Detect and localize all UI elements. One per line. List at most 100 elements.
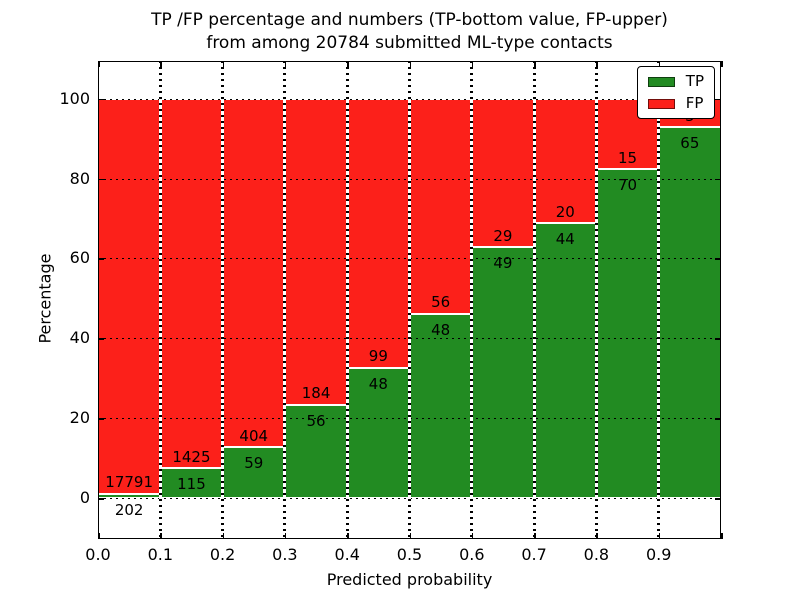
bar-fp-segment [284, 98, 348, 405]
x-tick-mark [658, 533, 661, 539]
tp-count-label: 56 [306, 411, 326, 430]
y-tick-label: 20 [69, 408, 90, 428]
vertical-gridline [221, 61, 225, 539]
y-tick-mark [98, 418, 104, 420]
legend: TP FP [636, 66, 715, 119]
x-tick-mark [721, 533, 723, 539]
x-tick-mark [98, 533, 100, 539]
bar-fp-segment [98, 98, 161, 494]
y-tick-mark [715, 178, 721, 180]
x-tick-mark [347, 61, 349, 67]
bar-fp-segment [471, 98, 535, 248]
tp-count-label: 48 [368, 374, 388, 393]
bar-tp-segment [596, 169, 659, 499]
fp-count-label: 1425 [172, 447, 211, 466]
chart-title-line2: from among 20784 submitted ML-type conta… [206, 33, 613, 53]
tp-count-label: 70 [618, 176, 638, 195]
x-tick-label: 0.7 [521, 545, 547, 564]
x-tick-label: 0.8 [583, 545, 610, 564]
y-tick-mark [98, 178, 104, 180]
x-tick-mark [409, 533, 411, 539]
tp-count-label: 115 [177, 475, 206, 494]
legend-label-fp: FP [685, 94, 704, 112]
y-tick-label: 0 [79, 488, 90, 508]
bar-fp-segment [222, 98, 285, 448]
bar-fp-segment [160, 98, 223, 469]
bar-tp-segment [534, 223, 597, 499]
fp-count-label: 15 [618, 148, 638, 167]
x-tick-mark [658, 61, 661, 67]
x-tick-mark [596, 61, 598, 67]
tp-count-label: 59 [244, 454, 264, 473]
x-tick-mark [98, 61, 100, 67]
fp-color-swatch [647, 98, 675, 109]
x-tick-label: 0.9 [645, 545, 672, 564]
tp-count-label: 44 [555, 230, 575, 249]
fp-count-label: 29 [493, 226, 513, 245]
tp-count-label: 65 [680, 134, 700, 153]
y-tick-mark [715, 258, 721, 260]
tp-count-label: 49 [493, 254, 513, 273]
y-tick-mark [715, 338, 721, 340]
x-tick-mark [222, 61, 225, 67]
chart-title-line1: TP /FP percentage and numbers (TP-bottom… [151, 10, 668, 30]
vertical-gridline [158, 61, 162, 539]
bar-tp-segment [471, 247, 535, 499]
y-tick-mark [98, 498, 104, 500]
fp-count-label: 56 [431, 293, 451, 312]
bar-tp-segment [409, 313, 472, 499]
chart-title: TP /FP percentage and numbers (TP-bottom… [98, 9, 721, 55]
x-axis-label: Predicted probability [326, 570, 493, 589]
x-tick-mark [284, 61, 287, 67]
tp-count-label: 48 [431, 320, 451, 339]
x-tick-label: 0.4 [334, 545, 360, 564]
legend-label-tp: TP [685, 72, 704, 90]
y-tick-label: 80 [69, 168, 90, 188]
bar-tp-segment [284, 404, 348, 499]
x-tick-label: 0.6 [459, 545, 485, 564]
y-axis-label: Percentage [35, 253, 55, 344]
x-tick-label: 0.0 [85, 545, 111, 564]
bar-fp-segment [347, 98, 410, 368]
y-tick-mark [715, 498, 721, 500]
bar-tp-segment [222, 447, 285, 499]
y-tick-label: 60 [69, 248, 90, 268]
x-tick-mark [534, 533, 536, 539]
x-tick-mark [471, 61, 474, 67]
vertical-gridline [470, 61, 474, 539]
y-tick-label: 100 [59, 88, 90, 108]
vertical-gridline [532, 61, 536, 539]
x-tick-mark [160, 533, 162, 539]
x-tick-mark [721, 61, 723, 67]
vertical-gridline [283, 61, 287, 539]
y-tick-mark [715, 98, 721, 101]
x-tick-label: 0.3 [272, 545, 298, 564]
vertical-gridline [345, 61, 349, 539]
x-tick-mark [284, 533, 287, 539]
fp-count-label: 404 [239, 426, 269, 445]
x-tick-label: 0.2 [209, 545, 236, 564]
x-tick-mark [222, 533, 225, 539]
y-tick-mark [715, 418, 721, 420]
y-tick-mark [98, 258, 104, 260]
x-tick-label: 0.1 [147, 545, 174, 564]
tp-count-label: 202 [114, 500, 144, 519]
x-tick-mark [347, 533, 349, 539]
x-tick-mark [160, 61, 162, 67]
vertical-gridline [657, 61, 661, 539]
legend-entry-fp: FP [647, 94, 704, 112]
plot-area: TP FP 17791 202 1425 115 404 59 184 56 99 48 56 48 2… [98, 61, 723, 539]
bar-fp-segment [409, 98, 472, 314]
fp-count-label: 99 [368, 347, 388, 366]
legend-entry-tp: TP [647, 72, 704, 90]
x-tick-mark [471, 533, 474, 539]
x-tick-mark [409, 61, 411, 67]
fp-count-label: 20 [555, 202, 575, 221]
bar-tp-segment [160, 468, 223, 499]
bar-tp-segment [658, 127, 721, 499]
vertical-gridline [594, 61, 598, 539]
y-tick-label: 40 [69, 328, 90, 348]
y-tick-mark [98, 338, 104, 340]
vertical-gridline [408, 61, 411, 539]
